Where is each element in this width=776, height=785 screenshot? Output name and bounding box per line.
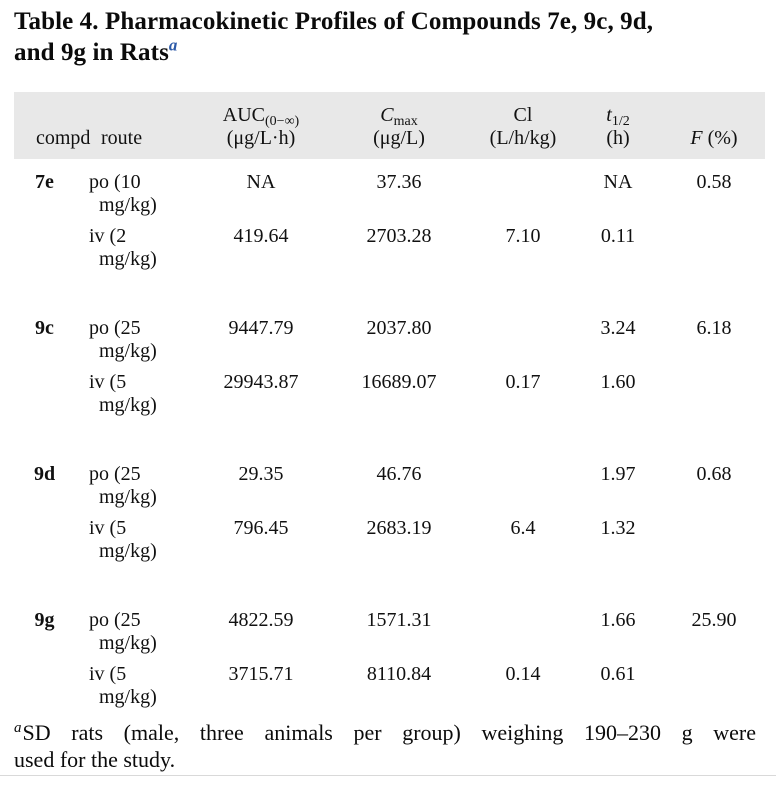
compound-label: 9d	[33, 463, 56, 485]
footnote-marker: a	[14, 719, 22, 736]
cmax-value: 2703.28	[366, 225, 432, 247]
auc-value: 419.64	[233, 225, 289, 247]
compound-group-9d: 9d po (25 mg/kg) 29.35 46.76 1.97 0.68 i…	[14, 463, 765, 563]
cl-value: 6.4	[510, 517, 536, 539]
thalf-value: 3.24	[600, 317, 636, 339]
f-value: 6.18	[696, 317, 732, 339]
footnote-line2: used for the study.	[14, 747, 176, 772]
table-title: Table 4. Pharmacokinetic Profiles of Com…	[14, 6, 765, 68]
column-header-f: F (%)	[690, 127, 738, 149]
auc-value: 796.45	[233, 517, 289, 539]
table-row-9c-po: 9c po (25 mg/kg) 9447.79 2037.80 3.24 6.…	[14, 317, 765, 363]
f-value: 25.90	[691, 609, 737, 631]
auc-value: 29.35	[238, 463, 284, 485]
table-title-line2: and 9g in Rats	[14, 39, 169, 66]
cl-value: 7.10	[505, 225, 541, 247]
column-header-thalf: t1/2 (h)	[573, 104, 663, 150]
auc-value: 9447.79	[228, 317, 294, 339]
cl-value: 0.17	[505, 371, 541, 393]
cmax-value: 46.76	[376, 463, 422, 485]
thalf-value: 1.32	[600, 517, 636, 539]
table-row-9d-iv: iv (5 mg/kg) 796.45 2683.19 6.4 1.32	[14, 517, 765, 563]
footnote-reference-link[interactable]: a	[168, 35, 178, 55]
table-title-line1: Table 4. Pharmacokinetic Profiles of Com…	[14, 8, 654, 35]
column-header-cmax: Cmax (μg/L)	[325, 104, 473, 150]
auc-value: 4822.59	[228, 609, 294, 631]
compound-label: 7e	[35, 171, 54, 193]
cl-value: 0.14	[505, 663, 541, 685]
route-cell: iv (5 mg/kg)	[89, 371, 157, 416]
table-row-9d-po: 9d po (25 mg/kg) 29.35 46.76 1.97 0.68	[14, 463, 765, 509]
compound-group-7e: 7e po (10 mg/kg) NA 37.36 NA 0.58 iv (2 …	[14, 171, 765, 271]
cmax-value: 2037.80	[366, 317, 432, 339]
bottom-divider	[0, 775, 776, 776]
route-cell: po (25 mg/kg)	[89, 317, 157, 362]
compound-label: 9g	[34, 609, 55, 631]
column-header-compd: compd	[36, 127, 91, 149]
thalf-value: 1.66	[600, 609, 636, 631]
route-cell: po (25 mg/kg)	[89, 609, 157, 654]
table-header-row: compd route AUC(0−∞) (μg/L·h) Cmax (μg/L…	[14, 92, 765, 159]
column-header-auc-unit: (μg/L·h)	[226, 127, 296, 149]
column-header-thalf-unit: (h)	[606, 127, 630, 149]
cmax-value: 8110.84	[366, 663, 432, 685]
route-cell: iv (5 mg/kg)	[89, 517, 157, 562]
route-cell: iv (2 mg/kg)	[89, 225, 157, 270]
auc-value: 29943.87	[223, 371, 299, 393]
compound-group-9g: 9g po (25 mg/kg) 4822.59 1571.31 1.66 25…	[14, 609, 765, 709]
column-header-route: route	[101, 127, 143, 149]
auc-value: 3715.71	[228, 663, 294, 685]
cmax-value: 1571.31	[366, 609, 432, 631]
column-header-cl-unit: (L/h/kg)	[489, 127, 557, 149]
table-row-9g-po: 9g po (25 mg/kg) 4822.59 1571.31 1.66 25…	[14, 609, 765, 655]
table-footnote: aSD rats (male, three animals per group)…	[14, 719, 756, 773]
thalf-value: 0.61	[600, 663, 636, 685]
cmax-value: 2683.19	[366, 517, 432, 539]
column-header-cmax-unit: (μg/L)	[373, 127, 425, 149]
f-value: 0.68	[696, 463, 732, 485]
table-row-7e-po: 7e po (10 mg/kg) NA 37.36 NA 0.58	[14, 171, 765, 217]
compound-group-9c: 9c po (25 mg/kg) 9447.79 2037.80 3.24 6.…	[14, 317, 765, 417]
column-header-auc: AUC(0−∞) (μg/L·h)	[197, 104, 325, 150]
cmax-value: 37.36	[376, 171, 422, 193]
thalf-value: 0.11	[600, 225, 636, 247]
route-cell: po (10 mg/kg)	[89, 171, 157, 216]
f-value: 0.58	[696, 171, 732, 193]
thalf-value: NA	[603, 171, 633, 193]
table-body: 7e po (10 mg/kg) NA 37.36 NA 0.58 iv (2 …	[14, 171, 765, 709]
table-row-9g-iv: iv (5 mg/kg) 3715.71 8110.84 0.14 0.61	[14, 663, 765, 709]
table-row-7e-iv: iv (2 mg/kg) 419.64 2703.28 7.10 0.11	[14, 225, 765, 271]
compound-label: 9c	[35, 317, 54, 339]
cmax-value: 16689.07	[361, 371, 437, 393]
thalf-value: 1.97	[600, 463, 636, 485]
route-cell: po (25 mg/kg)	[89, 463, 157, 508]
table-row-9c-iv: iv (5 mg/kg) 29943.87 16689.07 0.17 1.60	[14, 371, 765, 417]
column-header-cl: Cl (L/h/kg)	[473, 104, 573, 150]
thalf-value: 1.60	[600, 371, 636, 393]
auc-value: NA	[246, 171, 276, 193]
footnote-line1: aSD rats (male, three animals per group)…	[14, 719, 756, 745]
route-cell: iv (5 mg/kg)	[89, 663, 157, 708]
